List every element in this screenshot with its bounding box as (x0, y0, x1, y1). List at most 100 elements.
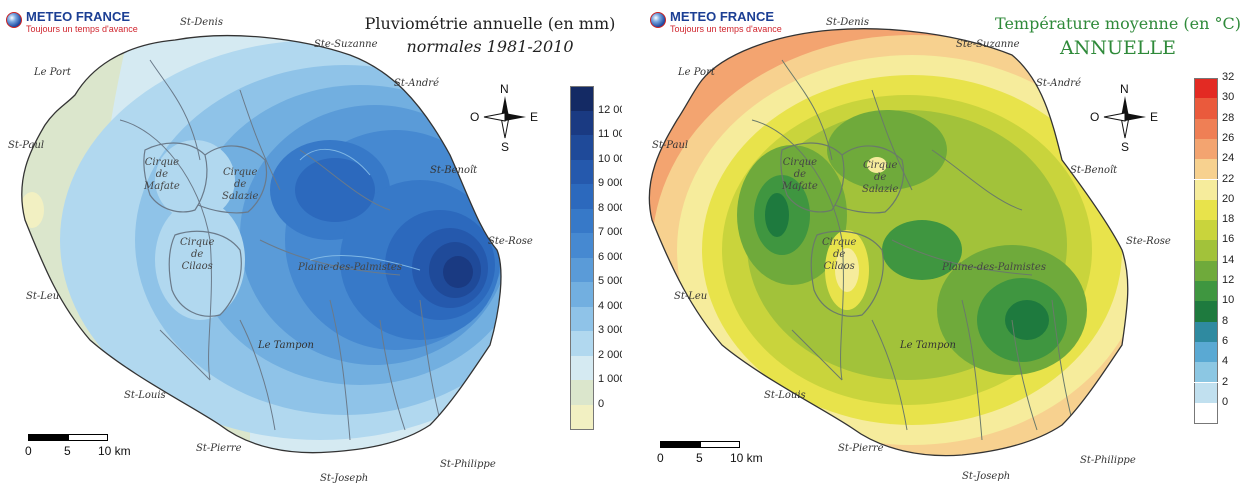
place-label: Le Tampon (258, 340, 314, 351)
legend-label: 1 000 (598, 373, 622, 385)
place-label: St-Joseph (320, 473, 369, 484)
map-title: Température moyenne (en °C) (995, 14, 1241, 33)
legend-swatch (1194, 159, 1218, 180)
place-label: St-Denis (180, 17, 223, 28)
compass-s: S (501, 140, 510, 154)
place-label: Ste-Rose (488, 236, 533, 247)
area-label: Cirque de Mafate (782, 157, 818, 192)
legend-swatch (1194, 220, 1218, 241)
place-label: St-Louis (764, 390, 806, 401)
area-label: Cirque de Mafate (144, 157, 180, 192)
legend-label: 6 (1222, 334, 1229, 347)
place-label: St-Benoît (1070, 165, 1118, 176)
meteo-france-logo: METEO FRANCE Toujours un temps d'avance (6, 10, 138, 34)
rainfall-map-panel: METEO FRANCE Toujours un temps d'avance … (6, 10, 622, 484)
compass-icon (483, 96, 526, 139)
logo-name: METEO FRANCE (670, 9, 774, 24)
place-label: Le Port (34, 67, 71, 78)
legend-label: 32 (1222, 71, 1235, 83)
legend-swatch (570, 135, 594, 160)
legend-swatch (570, 208, 594, 233)
place-label: St-Pierre (838, 443, 884, 454)
legend-swatch (1194, 281, 1218, 302)
place-label: Le Tampon (900, 340, 956, 351)
compass-w: O (470, 110, 480, 124)
legend-swatch (1194, 260, 1218, 281)
compass-e: E (1150, 110, 1159, 124)
legend-swatch (570, 86, 594, 112)
legend-label: 7 000 (598, 226, 622, 238)
place-label: St-Pierre (196, 443, 242, 454)
legend-label: 0 (598, 397, 605, 410)
compass-rose: N S O E (470, 82, 540, 154)
legend-label: 22 (1222, 172, 1235, 185)
place-label: St-Paul (8, 140, 45, 151)
compass-w: O (1090, 110, 1100, 124)
area-label: Plaine-des-Palmistes (298, 262, 402, 273)
legend-label: 8 000 (598, 201, 622, 214)
legend-label: 2 (1222, 375, 1229, 388)
map-subtitle: ANNUELLE (1060, 37, 1176, 59)
legend-swatch (1194, 118, 1218, 139)
place-label: St-Denis (826, 17, 869, 28)
legend-swatch (570, 355, 594, 380)
legend-label: 2 000 (598, 348, 622, 361)
legend-swatch (1194, 301, 1218, 322)
legend-swatch (570, 404, 594, 430)
legend-label: 12 000 (598, 103, 622, 116)
legend-swatch (1194, 402, 1218, 425)
scale-label: 5 (64, 444, 71, 458)
legend-swatch (570, 159, 594, 184)
scale-segment (28, 434, 68, 441)
legend-swatch (1194, 341, 1218, 363)
map-subtitle: normales 1981-2010 (406, 37, 574, 56)
rainfall-map (21, 34, 502, 454)
scale-label: 5 (696, 451, 703, 465)
legend-swatch (1194, 78, 1218, 100)
place-label: St-Louis (124, 390, 166, 401)
logo-tagline: Toujours un temps d'avance (26, 24, 138, 34)
place-label: St-André (394, 78, 440, 89)
place-label: St-Paul (652, 140, 689, 151)
place-label: St-Benoît (430, 165, 478, 176)
legend-swatch (570, 380, 594, 405)
legend-swatch (570, 306, 594, 331)
legend-swatch (1194, 98, 1218, 119)
legend-label: 26 (1222, 131, 1235, 144)
legend-label: 8 (1222, 314, 1229, 327)
temperature-map-panel: METEO FRANCE Toujours un temps d'avance … (622, 0, 1244, 486)
scale-label: 0 (657, 451, 664, 465)
scale-segment (68, 434, 108, 441)
legend-swatch (1194, 199, 1218, 221)
compass-icon (1103, 96, 1146, 139)
place-label: Ste-Suzanne (314, 39, 378, 50)
place-label: St-Philippe (440, 459, 496, 470)
legend-label: 24 (1222, 152, 1235, 165)
legend-label: 4 000 (598, 299, 622, 312)
legend-label: 5 000 (598, 275, 622, 287)
legend-swatch (1194, 382, 1218, 403)
place-label: St-Leu (26, 291, 60, 302)
place-label: St-Joseph (962, 471, 1011, 482)
compass-s: S (1121, 140, 1130, 154)
area-label: Cirque de Salazie (222, 167, 259, 202)
legend-label: 16 (1222, 233, 1235, 246)
scale-segment (700, 441, 740, 448)
map-title-block: Pluviométrie annuelle (en mm) normales 1… (360, 14, 620, 56)
place-label: Ste-Suzanne (956, 39, 1020, 50)
area-label: Cirque de Salazie (862, 160, 899, 195)
place-label: St-Philippe (1080, 455, 1136, 466)
area-label: Cirque de Cilaos (822, 237, 857, 272)
map-title: Pluviométrie annuelle (en mm) (364, 14, 616, 33)
scale-segment (660, 441, 700, 448)
legend-swatch (1194, 321, 1218, 342)
scale-label: 10 km (730, 451, 763, 465)
area-label: Cirque de Cilaos (180, 237, 215, 272)
legend-swatch (570, 331, 594, 356)
place-label: St-André (1036, 78, 1082, 89)
legend-label: 0 (1222, 395, 1229, 408)
compass-rose: N S O E (1090, 82, 1160, 154)
legend-swatch (570, 233, 594, 258)
compass-n: N (500, 82, 509, 96)
area-label: Plaine-des-Palmistes (942, 262, 1046, 273)
